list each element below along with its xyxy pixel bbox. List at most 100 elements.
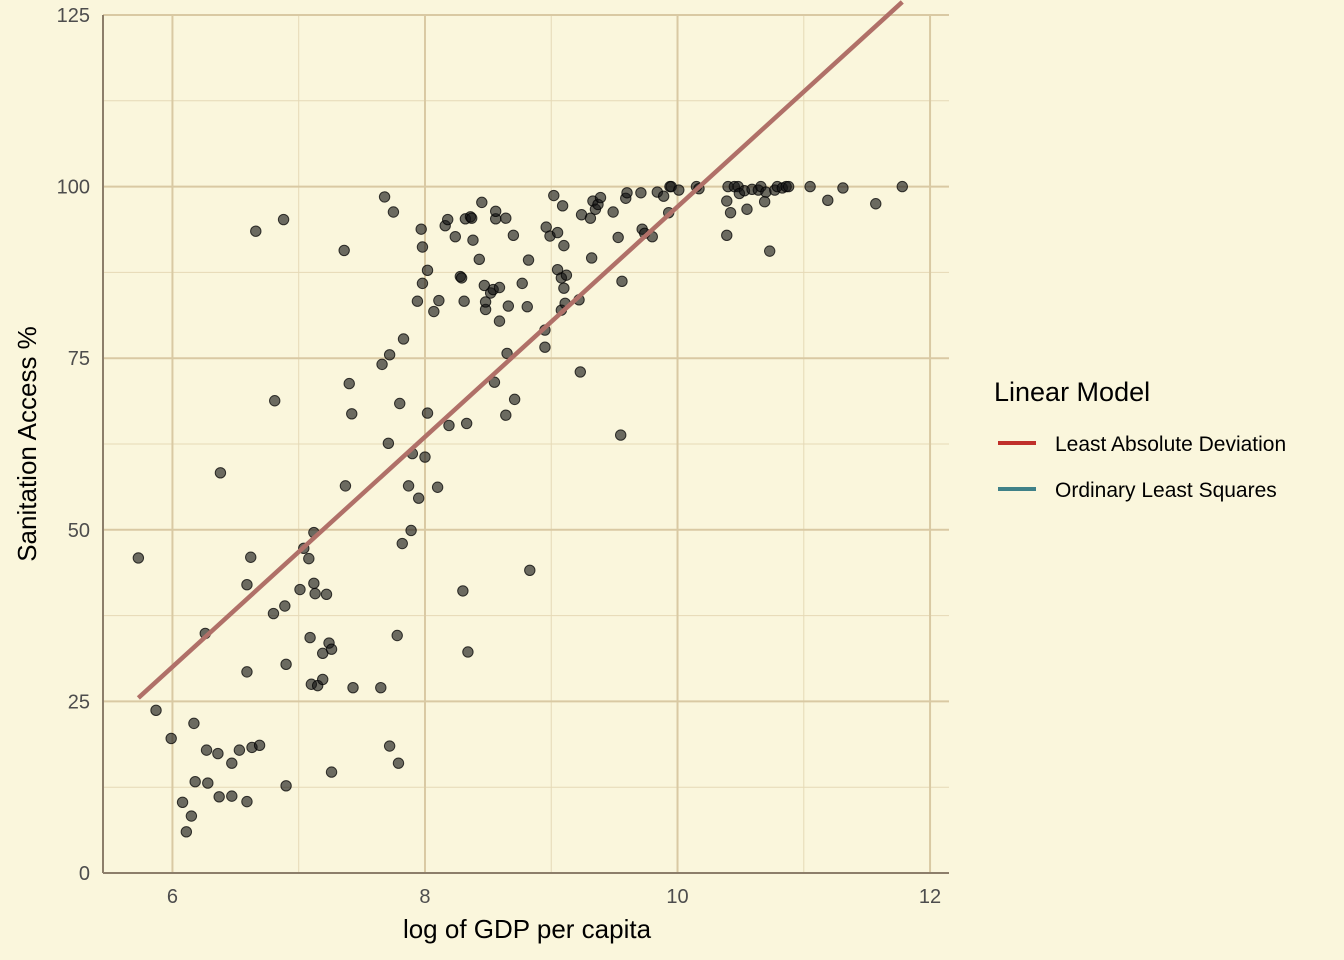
data-point xyxy=(339,480,352,492)
data-point xyxy=(804,180,816,193)
data-point xyxy=(501,347,513,360)
data-point xyxy=(233,744,246,756)
data-point xyxy=(621,187,633,199)
data-point xyxy=(214,467,227,479)
data-point xyxy=(412,492,425,504)
data-point xyxy=(394,397,406,410)
data-point xyxy=(402,480,415,492)
data-point xyxy=(200,744,213,756)
data-point xyxy=(516,277,528,290)
data-point xyxy=(213,791,225,803)
data-point xyxy=(507,229,520,242)
data-point xyxy=(574,366,586,378)
x-tick-label: 10 xyxy=(666,886,688,908)
data-point xyxy=(724,206,737,219)
data-point xyxy=(449,231,461,243)
data-point xyxy=(585,252,598,264)
data-point xyxy=(548,189,560,202)
data-point xyxy=(502,300,515,312)
data-point xyxy=(522,254,535,266)
data-point xyxy=(253,739,266,752)
data-point xyxy=(488,376,501,388)
data-point xyxy=(392,757,405,769)
data-point xyxy=(657,190,670,202)
major-gridlines xyxy=(103,14,949,873)
data-point xyxy=(721,195,733,207)
data-point xyxy=(245,551,257,563)
data-point xyxy=(308,577,320,590)
data-point xyxy=(870,198,882,210)
data-point xyxy=(673,184,685,196)
data-point xyxy=(521,301,533,313)
x-tick-label: 8 xyxy=(419,886,430,908)
data-point xyxy=(615,429,627,441)
data-point xyxy=(721,229,733,242)
data-point xyxy=(458,295,470,307)
data-point xyxy=(466,212,478,224)
data-point xyxy=(325,643,338,655)
data-point xyxy=(556,200,569,212)
data-point xyxy=(822,194,834,207)
data-point xyxy=(594,191,607,204)
y-tick-label: 75 xyxy=(68,348,90,370)
data-point xyxy=(455,272,468,284)
data-point xyxy=(479,296,492,308)
data-point xyxy=(280,658,292,671)
data-point xyxy=(457,585,469,597)
data-point xyxy=(176,796,189,809)
data-point xyxy=(763,245,776,257)
data-point xyxy=(132,552,145,564)
legend: Linear Model Least Absolute Deviation Or… xyxy=(994,377,1286,502)
data-point xyxy=(508,393,521,406)
data-point xyxy=(212,747,224,760)
data-point xyxy=(476,196,488,209)
y-tick-label: 125 xyxy=(57,5,90,27)
data-point xyxy=(241,666,253,678)
data-point xyxy=(397,333,410,345)
data-point xyxy=(226,757,238,769)
y-tick-label: 0 xyxy=(79,863,90,885)
data-point xyxy=(280,780,292,792)
data-point xyxy=(539,341,551,353)
data-point xyxy=(607,206,619,218)
data-point xyxy=(616,275,628,288)
data-point xyxy=(462,646,474,658)
data-point xyxy=(560,269,573,281)
data-point xyxy=(277,213,290,226)
x-tick-labels: 6 8 10 12 xyxy=(167,886,941,908)
data-point xyxy=(241,795,253,808)
fit-line xyxy=(136,0,904,700)
data-point xyxy=(415,223,427,235)
data-point xyxy=(500,409,512,421)
data-point xyxy=(376,358,388,371)
legend-label-ols: Ordinary Least Squares xyxy=(1055,479,1277,502)
data-point xyxy=(431,481,444,493)
data-point xyxy=(558,282,570,294)
data-point xyxy=(189,776,201,788)
y-tick-labels: 0 25 50 75 100 125 xyxy=(57,5,90,885)
data-point xyxy=(347,681,359,694)
data-point xyxy=(421,264,434,277)
fit-line-group xyxy=(136,0,904,700)
data-point xyxy=(375,681,387,694)
data-point xyxy=(442,213,454,226)
data-point xyxy=(758,196,771,208)
data-point xyxy=(741,203,753,215)
data-point xyxy=(309,587,321,600)
data-point xyxy=(467,234,479,246)
data-point xyxy=(317,673,329,686)
data-point xyxy=(343,377,355,390)
data-point xyxy=(419,451,431,463)
data-point xyxy=(411,295,424,307)
data-point xyxy=(500,212,512,224)
data-point xyxy=(396,537,408,550)
data-point xyxy=(391,629,403,642)
data-point xyxy=(443,419,455,432)
data-point xyxy=(493,315,506,327)
data-point xyxy=(551,226,564,239)
legend-label-lad: Least Absolute Deviation xyxy=(1055,433,1286,456)
data-point xyxy=(473,253,485,266)
x-tick-label: 12 xyxy=(919,886,941,908)
data-point xyxy=(202,777,214,789)
data-point xyxy=(303,552,315,565)
